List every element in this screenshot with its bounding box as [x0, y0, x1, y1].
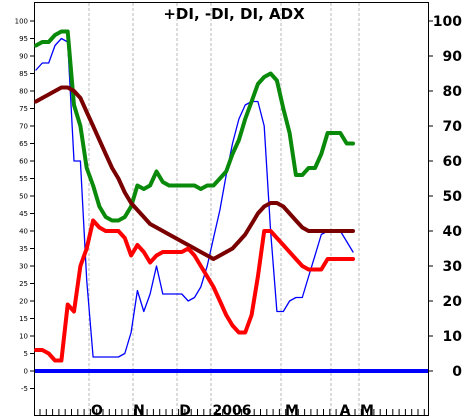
y-axis-left-ticks: -5 0 5 10 15 20 25 30 35 40 45 50 55 60 65 70 75 80 85 90 95…: [15, 18, 35, 393]
gridlines: [88, 3, 360, 415]
series-line-1: [34, 85, 355, 261]
x-tick-label: 2006: [213, 403, 252, 419]
y-left-tick-label: 5: [24, 350, 28, 358]
y-axis-right-ticks: 0 10 20 30 40 50 60 70 80 90 100: [428, 14, 462, 380]
y-left-tick-label: 0: [24, 368, 28, 376]
x-axis-ticks: O N D 2006 M A M: [39, 403, 425, 419]
series-lines: [34, 29, 355, 363]
y-left-tick-label: 90: [19, 53, 28, 61]
y-left-tick-label: 55: [19, 175, 28, 183]
y-left-tick-label: 100: [15, 18, 28, 26]
y-right-tick-label: 40: [443, 224, 463, 240]
plot-frame: [34, 2, 429, 416]
y-right-tick-label: 10: [443, 329, 463, 345]
y-left-tick-label: 35: [19, 245, 28, 253]
y-left-tick-label: 30: [19, 263, 28, 271]
series-line-2: [34, 218, 355, 363]
x-tick-label: M: [285, 403, 299, 419]
y-left-tick-label: -5: [21, 385, 28, 393]
y-left-tick-label: 50: [19, 193, 28, 201]
y-left-tick-label: 10: [19, 333, 28, 341]
y-right-tick-label: 60: [443, 154, 463, 170]
y-right-tick-label: 30: [443, 259, 463, 275]
y-left-tick-label: 70: [19, 123, 28, 131]
y-left-tick-label: 75: [19, 105, 28, 113]
x-tick-label: O: [91, 403, 103, 419]
y-right-tick-label: 100: [433, 14, 462, 30]
y-left-tick-label: 40: [19, 228, 28, 236]
series-line-0: [34, 29, 355, 223]
y-left-tick-label: 60: [19, 158, 28, 166]
y-right-tick-label: 70: [443, 119, 463, 135]
x-tick-label: D: [179, 403, 191, 419]
y-right-tick-label: 20: [443, 294, 463, 310]
y-left-tick-label: 95: [19, 35, 28, 43]
y-left-tick-label: 25: [19, 280, 28, 288]
y-right-tick-label: 50: [443, 189, 463, 205]
y-right-tick-label: 80: [443, 84, 463, 100]
y-left-tick-label: 45: [19, 210, 28, 218]
x-tick-label: M: [360, 403, 374, 419]
y-right-tick-label: 90: [443, 49, 463, 65]
y-right-tick-label: 0: [452, 364, 462, 380]
y-left-tick-label: 20: [19, 298, 28, 306]
y-left-tick-label: 85: [19, 70, 28, 78]
chart-title: +DI, -DI, DI, ADX: [163, 5, 305, 23]
series-line-3: [35, 37, 354, 358]
x-tick-label: N: [133, 403, 145, 419]
y-left-tick-label: 15: [19, 315, 28, 323]
y-left-tick-label: 80: [19, 88, 28, 96]
plot-area: [34, 2, 429, 416]
x-tick-label: A: [340, 403, 351, 419]
y-left-tick-label: 65: [19, 140, 28, 148]
